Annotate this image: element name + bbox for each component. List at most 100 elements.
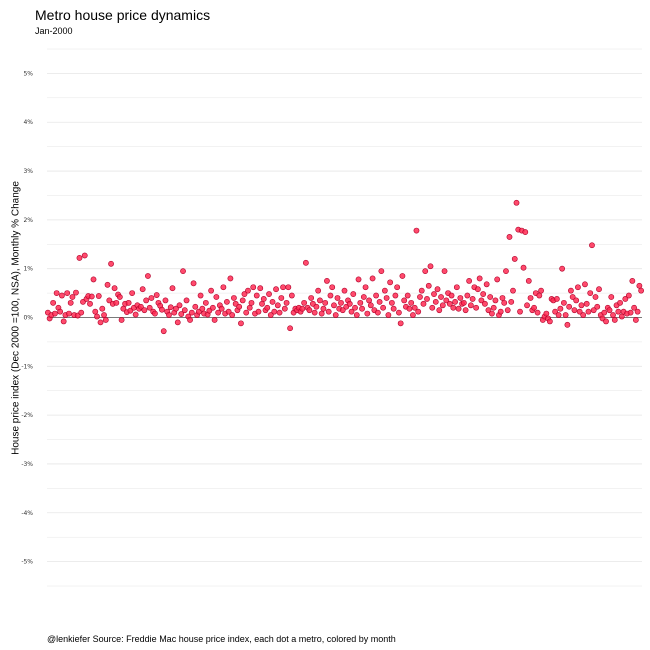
data-point (601, 309, 608, 316)
data-point (299, 305, 306, 312)
data-point (317, 297, 323, 304)
data-point (288, 292, 295, 299)
data-point (334, 295, 341, 301)
data-point (629, 277, 636, 284)
y-tick-label: 4% (23, 119, 33, 126)
data-point (618, 313, 625, 320)
data-point (503, 268, 509, 275)
data-point (248, 299, 255, 306)
data-point (260, 296, 267, 302)
data-point (53, 290, 60, 296)
data-point (364, 310, 371, 317)
data-point (327, 292, 334, 299)
data-point (257, 285, 264, 292)
y-tick-label: -3% (21, 461, 33, 468)
data-point (90, 276, 97, 283)
data-point (360, 294, 367, 300)
data-point (220, 284, 227, 291)
data-point (246, 304, 253, 311)
data-point (159, 306, 165, 313)
data-point (269, 298, 276, 305)
data-point (380, 304, 387, 311)
data-point (59, 292, 65, 299)
data-point (190, 280, 197, 287)
data-point (281, 305, 288, 312)
data-point (180, 268, 186, 275)
data-point (153, 292, 160, 298)
data-point (311, 309, 318, 316)
data-point (441, 268, 448, 275)
data-point (324, 277, 330, 284)
data-point (259, 300, 265, 307)
data-point (408, 299, 415, 306)
data-point (108, 260, 114, 267)
data-point (631, 304, 637, 311)
y-tick-label: 2% (23, 217, 33, 224)
data-point (97, 319, 104, 326)
y-tick-label: 1% (23, 266, 33, 273)
data-point (555, 312, 562, 318)
data-point (387, 279, 394, 286)
data-point (92, 308, 99, 315)
data-point (429, 304, 436, 311)
data-point (467, 302, 474, 309)
data-point (385, 312, 392, 318)
data-point (450, 304, 457, 311)
data-point (176, 302, 183, 309)
data-point (78, 309, 85, 316)
data-point (394, 284, 401, 291)
data-point (238, 320, 244, 327)
data-point (88, 293, 95, 300)
data-point (415, 308, 422, 315)
data-point (169, 285, 176, 292)
data-point (406, 305, 413, 312)
data-point (543, 310, 550, 317)
data-point (325, 308, 332, 315)
data-point (52, 310, 58, 317)
data-point (253, 292, 260, 299)
data-point (608, 294, 615, 300)
data-point (559, 265, 566, 272)
data-point (564, 321, 571, 328)
data-point (538, 287, 544, 294)
y-tick-label: -1% (21, 363, 33, 370)
data-point (425, 282, 432, 289)
data-point (213, 294, 220, 300)
data-point (482, 300, 488, 307)
data-point (64, 290, 71, 296)
data-point (510, 287, 516, 294)
data-point (438, 294, 444, 300)
data-point (329, 284, 336, 291)
data-point (576, 308, 583, 315)
data-point (76, 255, 83, 261)
data-point (404, 292, 411, 299)
data-point (66, 310, 72, 317)
data-point (181, 307, 188, 314)
data-point (306, 307, 313, 314)
data-point (341, 287, 348, 294)
data-point (113, 299, 120, 306)
data-point (174, 319, 181, 326)
data-point (166, 312, 172, 318)
data-point (125, 299, 132, 306)
data-point (302, 259, 309, 266)
data-point (422, 268, 429, 275)
data-point (517, 308, 523, 315)
data-point (485, 307, 492, 314)
data-point (583, 300, 590, 307)
data-point (513, 199, 520, 206)
data-point (225, 308, 232, 315)
data-point (580, 312, 587, 318)
data-point (348, 308, 355, 315)
data-point (589, 242, 595, 249)
data-point (173, 305, 179, 312)
data-point (278, 295, 285, 301)
data-point (367, 302, 374, 309)
y-tick-label: 0% (23, 315, 33, 322)
data-point (378, 268, 385, 275)
y-tick-label: -4% (21, 510, 33, 517)
data-point (399, 273, 406, 279)
data-point (460, 299, 467, 306)
data-point (504, 307, 511, 314)
